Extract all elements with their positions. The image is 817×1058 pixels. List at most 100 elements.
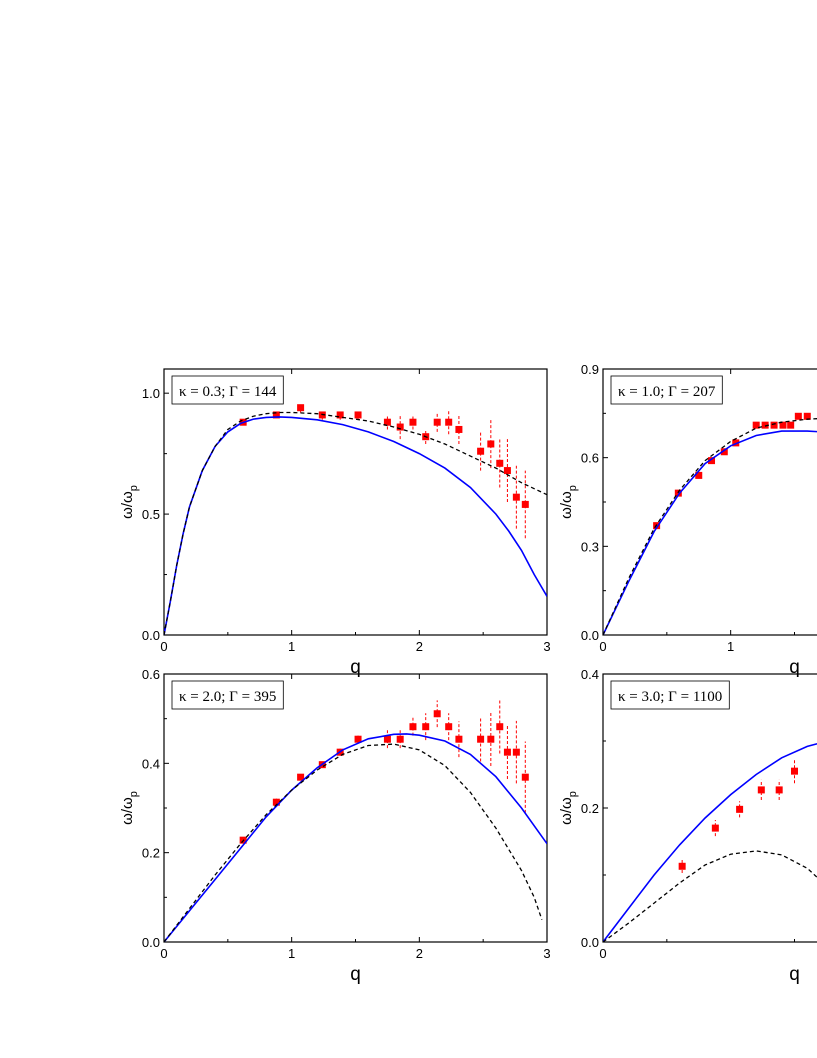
chart-panel-4: 00.0 0.2 0.4 q ω/ωp κ = 3.0; Γ = 1100 <box>558 667 817 985</box>
solid-theory-curve <box>603 430 817 635</box>
data-point <box>272 798 280 806</box>
x-axis-label: q <box>350 657 361 678</box>
y-tick-label: 0.0 <box>142 935 160 950</box>
plot-area <box>603 743 817 942</box>
data-point <box>383 735 391 743</box>
annotation-box <box>610 375 723 405</box>
solid-theory-curve <box>164 733 547 942</box>
plot-area <box>603 412 817 635</box>
plot-frame <box>163 368 548 636</box>
annotation-box <box>171 680 284 710</box>
plot-frame <box>602 673 817 943</box>
data-point <box>297 773 305 781</box>
x-tick-label: 1 <box>288 946 295 961</box>
y-tick-label: 0.6 <box>581 451 599 466</box>
x-tick-label: 3 <box>543 946 550 961</box>
data-point <box>354 411 362 419</box>
data-point <box>496 723 504 731</box>
dashed-theory-curve <box>603 418 817 635</box>
data-point <box>779 421 787 429</box>
data-point <box>736 805 744 813</box>
data-point <box>708 457 716 465</box>
y-axis-label: ω/ωp <box>558 485 579 519</box>
data-point <box>396 423 404 431</box>
x-tick-label: 0 <box>599 946 606 961</box>
x-tick-label: 2 <box>416 946 423 961</box>
data-point <box>445 723 453 731</box>
y-tick-label: 0.4 <box>142 756 160 771</box>
data-point <box>757 786 765 794</box>
data-point <box>770 421 778 429</box>
y-tick-label: 0.2 <box>142 846 160 861</box>
y-tick-label: 0.0 <box>142 628 160 643</box>
data-point <box>409 418 417 426</box>
y-axis-label-subscript: p <box>128 791 140 797</box>
data-point <box>455 425 463 433</box>
y-tick-label: 1.0 <box>142 386 160 401</box>
data-point <box>503 467 511 475</box>
dashed-theory-curve <box>164 743 543 942</box>
x-axis-label: q <box>789 964 800 985</box>
data-point <box>521 773 529 781</box>
x-tick-label: 0 <box>599 639 606 654</box>
data-point <box>775 786 783 794</box>
data-point <box>354 735 362 743</box>
data-point <box>477 447 485 455</box>
annotation-text: κ = 2.0; Γ = 395 <box>179 689 276 705</box>
data-point <box>761 421 769 429</box>
x-tick-label: 3 <box>543 639 550 654</box>
y-tick-label: 0.0 <box>581 628 599 643</box>
x-tick-label: 2 <box>416 639 423 654</box>
y-axis-label: ω/ωp <box>119 791 140 825</box>
plot-frame <box>602 368 817 636</box>
dashed-theory-curve <box>603 850 817 942</box>
chart-panel-3: 0 1 2 3 0.0 0.2 0.4 0.6 q ω/ωp κ = 2.0; Γ = 395 <box>119 667 551 985</box>
chart-panel-1: 0 1 2 3 0.0 0.5 1.0 q ω/ωp κ = 0.3; Γ = 144 <box>119 368 551 678</box>
data-point <box>487 735 495 743</box>
plot-area <box>164 402 547 635</box>
y-axis-label: ω/ωp <box>119 485 140 519</box>
data-point <box>445 418 453 426</box>
x-tick-label: 1 <box>288 639 295 654</box>
data-point <box>433 710 441 718</box>
data-point <box>521 500 529 508</box>
y-tick-label: 0.0 <box>581 935 599 950</box>
y-axis-label-subscript: p <box>128 485 140 491</box>
y-axis-label: ω/ωp <box>558 791 579 825</box>
y-axis-label-subscript: p <box>567 791 579 797</box>
annotation-box <box>171 375 284 405</box>
data-point <box>720 448 728 456</box>
x-axis-label: q <box>789 657 800 678</box>
annotation-text: κ = 1.0; Γ = 207 <box>618 384 716 400</box>
annotation-box <box>610 680 730 710</box>
plot-frame <box>163 673 548 943</box>
data-point <box>803 412 811 420</box>
data-point <box>503 748 511 756</box>
data-point <box>297 404 305 412</box>
data-point <box>512 493 520 501</box>
x-tick-label: 0 <box>160 946 167 961</box>
y-tick-label: 0.4 <box>581 667 599 682</box>
x-axis-label: q <box>350 964 361 985</box>
x-tick-label: 0 <box>160 639 167 654</box>
y-tick-label: 0.6 <box>142 667 160 682</box>
data-point <box>496 459 504 467</box>
y-tick-label: 0.5 <box>142 507 160 522</box>
data-point <box>794 412 802 420</box>
dashed-theory-curve <box>164 411 547 635</box>
data-point <box>396 735 404 743</box>
solid-theory-curve <box>603 743 817 942</box>
data-point <box>487 440 495 448</box>
y-tick-label: 0.9 <box>581 362 599 377</box>
chart-panel-2: 0 1 0.0 0.3 0.6 0.9 q ω/ωp κ = 1.0; Γ = 207 <box>558 362 817 678</box>
data-point <box>272 411 280 419</box>
annotation-text: κ = 0.3; Γ = 144 <box>179 384 277 400</box>
y-tick-label: 0.3 <box>581 539 599 554</box>
data-point <box>711 824 719 832</box>
data-point <box>455 735 463 743</box>
data-point <box>383 418 391 426</box>
x-tick-label: 1 <box>727 639 734 654</box>
solid-theory-curve <box>164 416 547 635</box>
data-point <box>422 723 430 731</box>
